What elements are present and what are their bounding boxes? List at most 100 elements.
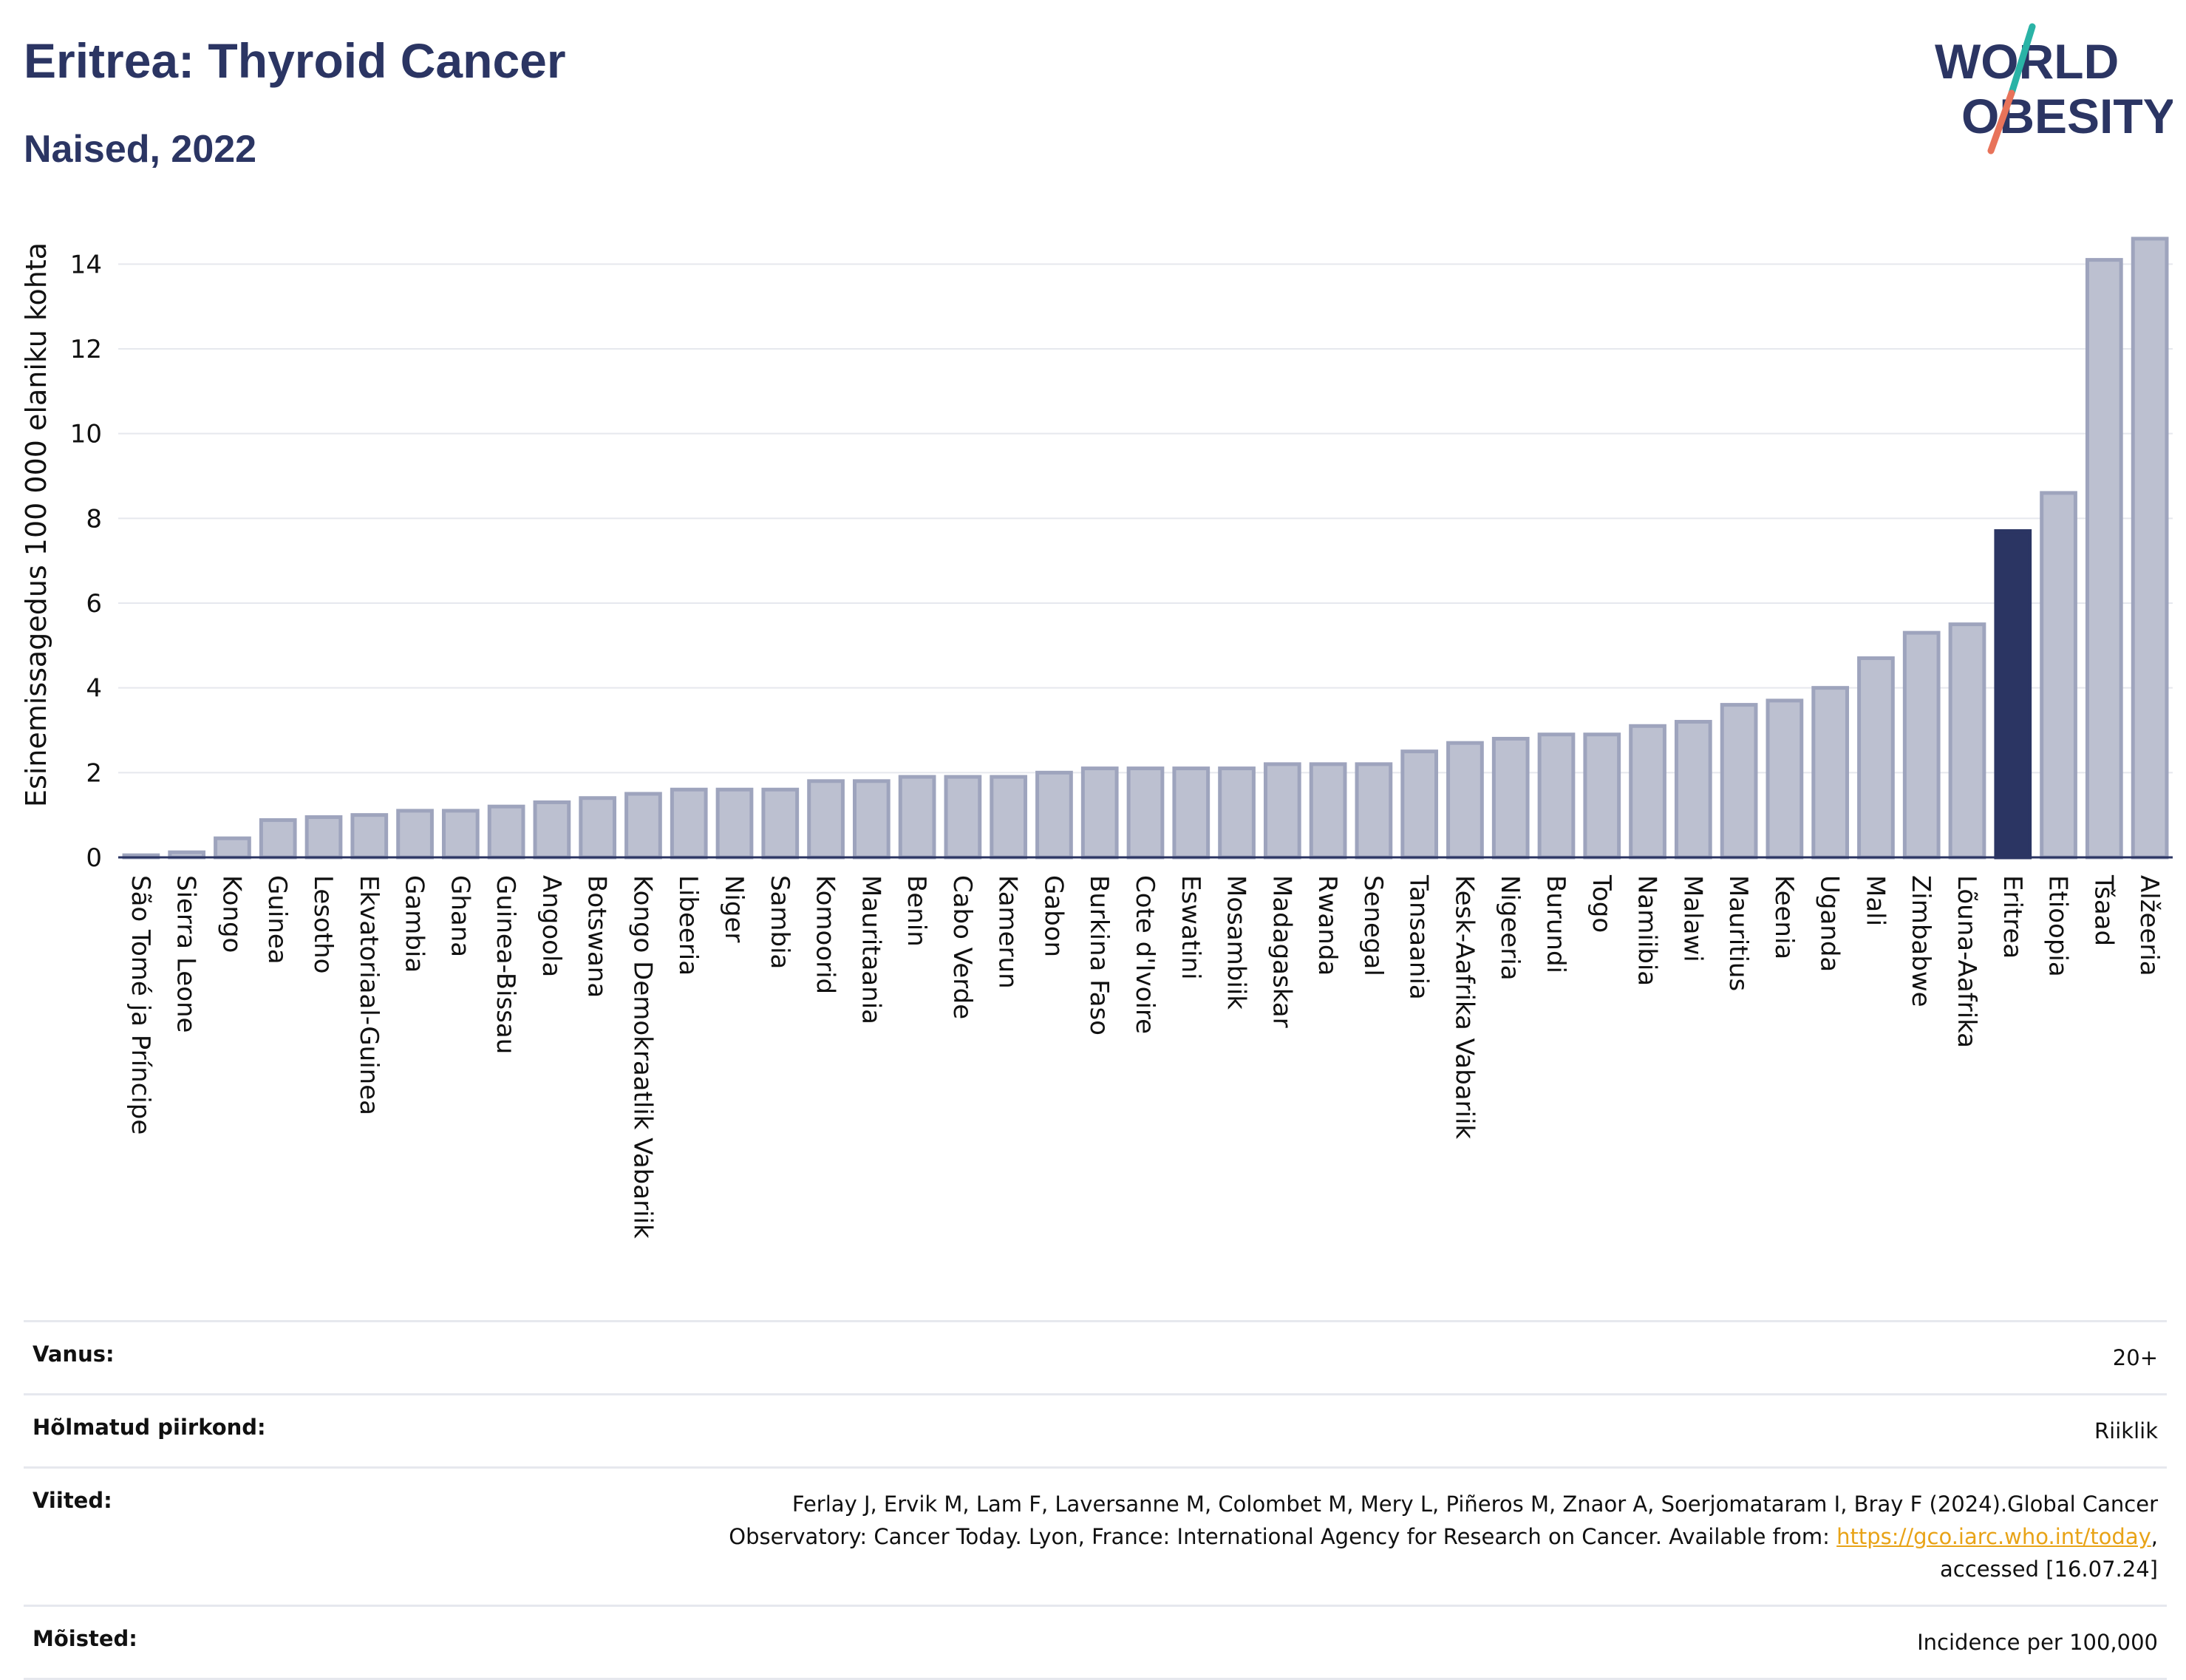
references-text-1: Ferlay J, Ervik M, Lam F, Laversanne M, … bbox=[791, 1492, 2158, 1517]
x-tick-label: Nigeeria bbox=[1495, 875, 1525, 981]
x-tick-label: Kongo bbox=[217, 875, 246, 953]
bar bbox=[1355, 762, 1393, 860]
bar-highlight bbox=[1994, 529, 2032, 860]
y-tick-label: 2 bbox=[86, 758, 102, 788]
x-tick-label: Uganda bbox=[1815, 875, 1845, 972]
x-tick-label: Angoola bbox=[537, 875, 566, 977]
y-tick-label: 0 bbox=[86, 843, 102, 873]
x-tick-label: Mauritaania bbox=[856, 875, 885, 1024]
age-value: 20+ bbox=[2112, 1345, 2158, 1370]
x-tick-label: Kongo Demokraatlik Vabariik bbox=[627, 875, 657, 1239]
y-tick-label: 4 bbox=[86, 674, 102, 704]
x-tick-label: Madagaskar bbox=[1267, 875, 1296, 1028]
bar bbox=[259, 818, 297, 860]
bar bbox=[1263, 762, 1301, 860]
bar bbox=[624, 792, 662, 860]
x-tick-label: Libeeria bbox=[673, 875, 703, 976]
logo-slash-teal bbox=[2008, 23, 2036, 97]
bar bbox=[761, 787, 800, 860]
x-tick-label: Sierra Leone bbox=[171, 875, 201, 1033]
bar bbox=[487, 804, 525, 860]
info-row-references: Viited: Ferlay J, Ervik M, Lam F, Lavers… bbox=[24, 1466, 2167, 1605]
bar bbox=[1857, 656, 1895, 860]
bar bbox=[715, 787, 754, 860]
bar bbox=[1948, 622, 1986, 860]
x-tick-label: Cote d'Ivoire bbox=[1130, 875, 1160, 1034]
bars bbox=[122, 237, 2169, 860]
bar bbox=[1172, 766, 1211, 860]
world-obesity-logo: WORLD OBESITY bbox=[1935, 23, 2173, 154]
bar bbox=[533, 800, 571, 860]
x-tick-label: Eritrea bbox=[1998, 875, 2027, 959]
bar bbox=[1583, 732, 1621, 860]
x-tick-label: Komoorid bbox=[811, 875, 840, 994]
x-tick-label: Ekvatoriaal-Guinea bbox=[354, 875, 384, 1115]
bar bbox=[2040, 491, 2077, 860]
age-label: Vanus: bbox=[33, 1341, 115, 1367]
bar bbox=[396, 809, 434, 860]
x-tick-label: Togo bbox=[1587, 874, 1616, 933]
bar bbox=[1309, 762, 1347, 860]
logo-slash-coral bbox=[1987, 89, 2015, 154]
x-tick-label: Mosambiik bbox=[1222, 875, 1251, 1010]
bar bbox=[1218, 766, 1256, 860]
references-link[interactable]: https://gco.iarc.who.int/today bbox=[1836, 1524, 2151, 1549]
y-tick-label: 8 bbox=[86, 504, 102, 534]
bar bbox=[1766, 698, 1804, 860]
region-label: Hõlmatud piirkond: bbox=[33, 1415, 266, 1440]
references-text-4: accessed [16.07.24] bbox=[1940, 1557, 2158, 1582]
y-tick-label: 10 bbox=[70, 420, 102, 449]
bar bbox=[2131, 237, 2169, 860]
x-tick-label: Alžeeria bbox=[2134, 875, 2164, 976]
bar bbox=[1491, 736, 1530, 860]
bar bbox=[1400, 749, 1439, 860]
x-tick-label: Cabo Verde bbox=[947, 875, 977, 1019]
x-tick-label: Gambia bbox=[400, 875, 429, 973]
x-tick-label: Lõuna-Aafrika bbox=[1952, 875, 1981, 1048]
y-tick-label: 14 bbox=[70, 250, 102, 279]
bar bbox=[214, 836, 251, 860]
bar bbox=[944, 775, 982, 860]
bar bbox=[807, 779, 845, 860]
x-tick-label: Kamerun bbox=[993, 875, 1023, 989]
references-label: Viited: bbox=[33, 1488, 112, 1513]
definitions-label: Mõisted: bbox=[33, 1626, 137, 1651]
y-axis-label: Esinemissagedus 100 000 elaniku kohta bbox=[20, 242, 52, 807]
x-tick-label: Malawi bbox=[1678, 875, 1707, 962]
x-tick-label: Benin bbox=[902, 875, 931, 947]
x-tick-label: Senegal bbox=[1358, 875, 1388, 976]
bar bbox=[579, 796, 617, 860]
bar bbox=[441, 809, 480, 860]
bar bbox=[1674, 720, 1712, 860]
x-tick-label: Eswatini bbox=[1176, 875, 1205, 980]
bar bbox=[1080, 766, 1119, 860]
bar bbox=[898, 775, 936, 860]
x-tick-label: Mauritius bbox=[1723, 875, 1753, 991]
bar bbox=[1446, 741, 1484, 860]
info-row-region: Hõlmatud piirkond: Riiklik bbox=[24, 1393, 2167, 1466]
y-axis-ticks: 0 2 4 6 8 10 12 14 bbox=[70, 250, 102, 873]
x-tick-label: Burkina Faso bbox=[1084, 875, 1114, 1035]
x-tick-label: Ghana bbox=[445, 875, 474, 957]
x-tick-label: São Tomé ja Príncipe bbox=[126, 875, 155, 1135]
bar bbox=[1537, 732, 1576, 860]
x-tick-label: Etioopia bbox=[2043, 875, 2073, 977]
bar bbox=[852, 779, 891, 860]
bar bbox=[1629, 724, 1666, 860]
chart-subtitle: Naised, 2022 bbox=[24, 128, 257, 171]
bar bbox=[1720, 703, 1758, 860]
region-value: Riiklik bbox=[2094, 1418, 2158, 1443]
x-tick-label: Mali bbox=[1860, 875, 1890, 926]
bar bbox=[990, 775, 1028, 860]
bar bbox=[2085, 258, 2123, 860]
x-tick-label: Tšaad bbox=[2088, 874, 2118, 946]
bar bbox=[1811, 686, 1850, 860]
x-tick-label: Lesotho bbox=[308, 875, 338, 973]
bar-chart: 0 2 4 6 8 10 12 14 Esinemissagedus 100 000 elan… bbox=[20, 237, 2173, 1239]
bar bbox=[350, 813, 389, 860]
x-tick-label: Rwanda bbox=[1312, 875, 1342, 976]
bar bbox=[670, 787, 708, 860]
references-text-3: , bbox=[2151, 1524, 2158, 1549]
x-tick-label: Niger bbox=[719, 875, 749, 942]
x-axis-labels: São Tomé ja Príncipe Sierra Leone Kongo Gui… bbox=[126, 874, 2164, 1239]
